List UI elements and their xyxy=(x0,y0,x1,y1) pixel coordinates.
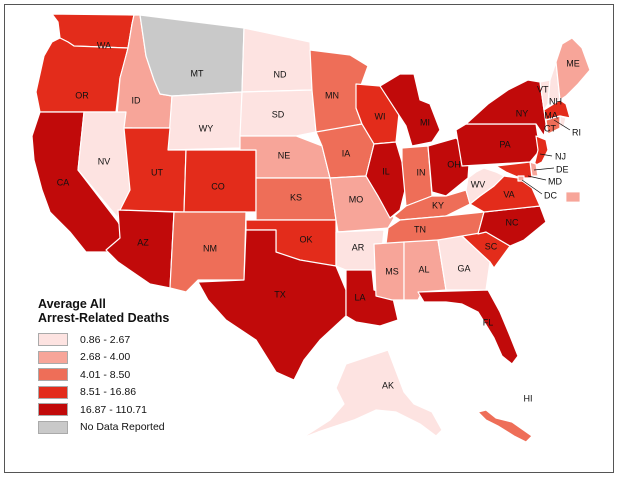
label-ks: KS xyxy=(290,192,302,202)
label-ct: CT xyxy=(544,123,556,133)
label-wa: WA xyxy=(97,40,111,50)
state-mi xyxy=(379,73,441,147)
legend-swatch xyxy=(38,403,68,417)
label-dc: DC xyxy=(544,190,557,200)
label-nj: NJ xyxy=(555,151,566,161)
label-ri: RI xyxy=(572,127,581,137)
legend-swatch xyxy=(38,350,68,364)
label-mi: MI xyxy=(420,117,430,127)
legend-item: 0.86 - 2.67 xyxy=(38,331,238,349)
state-ri xyxy=(559,115,567,129)
map-legend: Average All Arrest-Related Deaths 0.86 -… xyxy=(38,297,238,436)
state-tx xyxy=(197,229,347,381)
label-ms: MS xyxy=(385,266,399,276)
state-fl xyxy=(417,289,519,365)
label-md: MD xyxy=(548,176,562,186)
label-nd: ND xyxy=(274,69,287,79)
label-ny: NY xyxy=(516,108,529,118)
label-ak: AK xyxy=(382,380,394,390)
label-de: DE xyxy=(556,164,569,174)
state-sd xyxy=(239,89,317,137)
label-nv: NV xyxy=(98,156,111,166)
legend-item: 2.68 - 4.00 xyxy=(38,349,238,367)
legend-swatch xyxy=(38,333,68,347)
label-ok: OK xyxy=(299,234,312,244)
label-in: IN xyxy=(417,167,426,177)
state-ak xyxy=(301,349,443,439)
label-ca: CA xyxy=(57,177,70,187)
label-me: ME xyxy=(566,58,580,68)
label-sc: SC xyxy=(485,241,498,251)
legend-item-label: 8.51 - 16.86 xyxy=(80,386,137,399)
label-pa: PA xyxy=(499,139,510,149)
label-va: VA xyxy=(503,189,514,199)
label-tn: TN xyxy=(414,224,426,234)
label-mn: MN xyxy=(325,90,339,100)
label-wi: WI xyxy=(375,111,386,121)
state-dc xyxy=(517,175,525,182)
label-ar: AR xyxy=(352,242,365,252)
label-az: AZ xyxy=(137,237,149,247)
legend-item: 8.51 - 16.86 xyxy=(38,384,238,402)
state-il xyxy=(365,141,407,219)
label-ut: UT xyxy=(151,167,163,177)
label-ky: KY xyxy=(432,200,444,210)
label-nh: NH xyxy=(549,96,562,106)
legend-title-line2: Arrest-Related Deaths xyxy=(38,311,170,325)
legend-item-label: 16.87 - 110.71 xyxy=(80,403,147,416)
label-il: IL xyxy=(382,166,390,176)
legend-swatch xyxy=(38,368,68,382)
label-nc: NC xyxy=(506,217,519,227)
label-sd: SD xyxy=(272,109,285,119)
legend-item-label: No Data Reported xyxy=(80,421,165,434)
label-tx: TX xyxy=(274,289,286,299)
label-wv: WV xyxy=(471,179,486,189)
state-or xyxy=(35,37,129,113)
legend-title-line1: Average All xyxy=(38,297,106,311)
label-mt: MT xyxy=(191,68,204,78)
state-nd xyxy=(241,27,313,93)
label-or: OR xyxy=(75,90,89,100)
state-wv xyxy=(465,167,505,205)
state-hi xyxy=(477,409,533,443)
legend-item: No Data Reported xyxy=(38,419,238,437)
legend-item-label: 0.86 - 2.67 xyxy=(80,333,131,346)
legend-item: 4.01 - 8.50 xyxy=(38,366,238,384)
label-vt: VT xyxy=(537,84,549,94)
label-nm: NM xyxy=(203,243,217,253)
state-ms xyxy=(373,241,405,301)
label-fl: FL xyxy=(483,317,494,327)
label-co: CO xyxy=(211,181,225,191)
leader-lines xyxy=(521,119,571,195)
label-hi: HI xyxy=(524,393,533,403)
legend-swatch xyxy=(38,385,68,399)
state-mt xyxy=(139,14,245,97)
state-la xyxy=(345,269,399,327)
label-oh: OH xyxy=(447,159,461,169)
label-ma: MA xyxy=(544,110,558,120)
legend-item-label: 4.01 - 8.50 xyxy=(80,368,131,381)
label-ga: GA xyxy=(457,263,470,273)
state-ga xyxy=(437,235,491,291)
state-md xyxy=(495,161,533,179)
state-pa xyxy=(455,123,541,167)
legend-item-label: 2.68 - 4.00 xyxy=(80,351,131,364)
state-nj xyxy=(533,135,549,167)
legend-swatch xyxy=(38,420,68,434)
legend-item: 16.87 - 110.71 xyxy=(38,401,238,419)
state-nm xyxy=(169,211,247,293)
label-al: AL xyxy=(418,264,429,274)
label-ia: IA xyxy=(342,148,351,158)
state-me xyxy=(555,37,591,101)
label-id: ID xyxy=(132,95,142,105)
label-mo: MO xyxy=(349,194,364,204)
label-la: LA xyxy=(354,292,365,302)
label-ne: NE xyxy=(278,150,291,160)
state-wy xyxy=(167,91,243,151)
label-wy: WY xyxy=(199,123,214,133)
dc-indicator-box xyxy=(565,191,581,203)
